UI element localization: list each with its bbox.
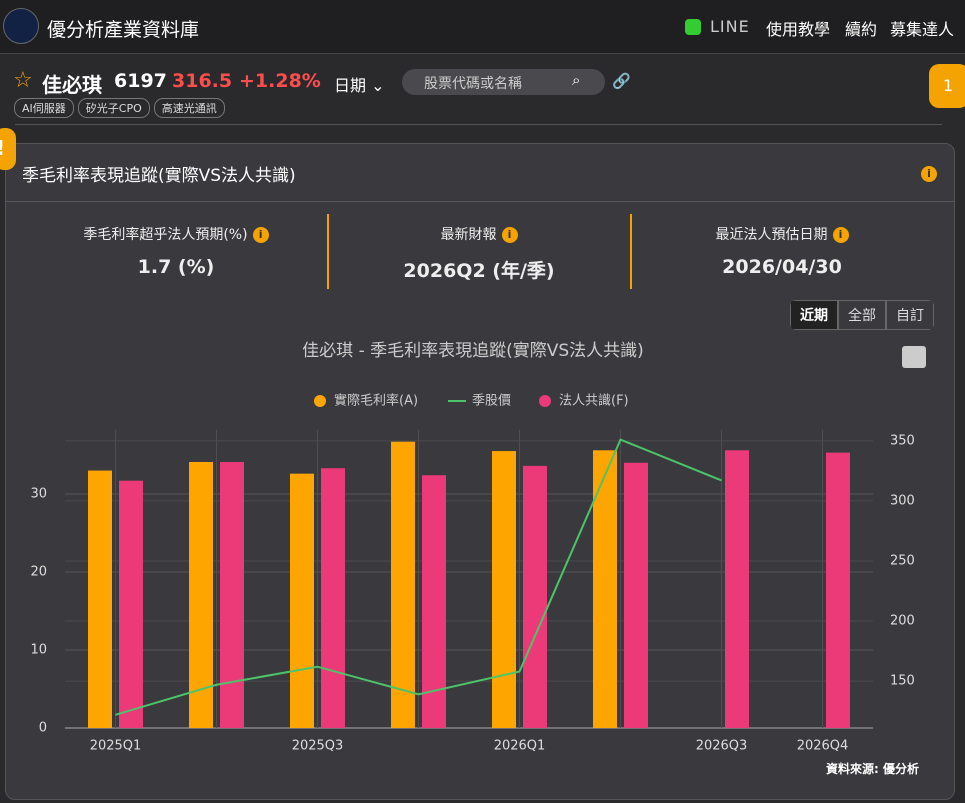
card: 季毛利率表現追蹤(實際VS法人共識) i 季毛利率超乎法人預期(%) i 1.7 … [5,143,955,800]
stat: 季毛利率超乎法人預期(%) i 1.7 (%) [26,224,326,278]
site-title[interactable]: 優分析產業資料庫 [47,19,200,41]
tag[interactable]: AI伺服器 [14,98,74,118]
stock-code: 6197 [114,70,167,92]
logo[interactable] [3,8,39,44]
info-icon[interactable]: i [501,226,518,243]
range-buttons: 近期 全部 自訂 [790,300,934,330]
range-button[interactable]: 近期 [790,300,838,330]
stock-change: +1.28% [239,70,321,92]
divider [15,124,942,125]
range-button[interactable]: 全部 [838,300,886,330]
card-header [6,144,954,202]
tag-list: AI伺服器 矽光子CPO 高速光通訊 [14,97,229,118]
stat-label: 最近法人預估日期 [715,227,828,243]
stat-divider [630,214,632,289]
info-icon[interactable]: i [921,165,937,182]
source-note: 資料來源: 優分析 [826,762,919,776]
tag[interactable]: 矽光子CPO [77,98,150,118]
stat-value: 2026Q2 (年/季) [403,260,555,282]
help-tab[interactable]: ! [0,128,16,170]
nav-link[interactable]: 續約 [845,20,878,39]
stat-label: 季毛利率超乎法人預期(%) [83,227,248,243]
stat: 最新財報 i 2026Q2 (年/季) [329,224,629,283]
nav-link[interactable]: 募集達人 [890,20,955,39]
stat-divider [327,214,329,289]
chart-menu[interactable] [902,346,926,368]
date-label: 日期 [334,76,367,95]
nav-link[interactable]: LINE [710,17,750,36]
info-icon[interactable]: i [252,226,269,243]
nav-link[interactable]: 使用教學 [766,20,831,39]
search-placeholder: 股票代碼或名稱 [424,76,522,92]
notification-badge[interactable]: 1 [929,64,965,108]
search-icon[interactable]: ⌕ [572,71,581,89]
favorite-star[interactable]: ☆ [13,68,33,93]
tag[interactable]: 高速光通訊 [153,98,225,118]
card-title: 季毛利率表現追蹤(實際VS法人共識) [22,166,296,186]
stat-label: 最新財報 [440,227,497,243]
range-button[interactable]: 自訂 [886,300,934,330]
link-icon[interactable]: 🔗 [612,72,631,90]
line-icon [685,19,701,35]
stat-value: 1.7 (%) [137,256,215,278]
stock-name: 佳必琪 [42,73,102,97]
stock-price: 316.5 [172,70,233,92]
top-bar: 優分析產業資料庫 LINE 使用教學 續約 募集達人 [0,0,965,54]
stat: 最近法人預估日期 i 2026/04/30 [632,224,932,278]
stat-value: 2026/04/30 [722,256,842,278]
search-box[interactable]: 股票代碼或名稱 ⌕ [402,69,605,95]
info-icon[interactable]: i [832,226,849,243]
date-dropdown[interactable]: 日期 ⌄ [334,76,385,95]
